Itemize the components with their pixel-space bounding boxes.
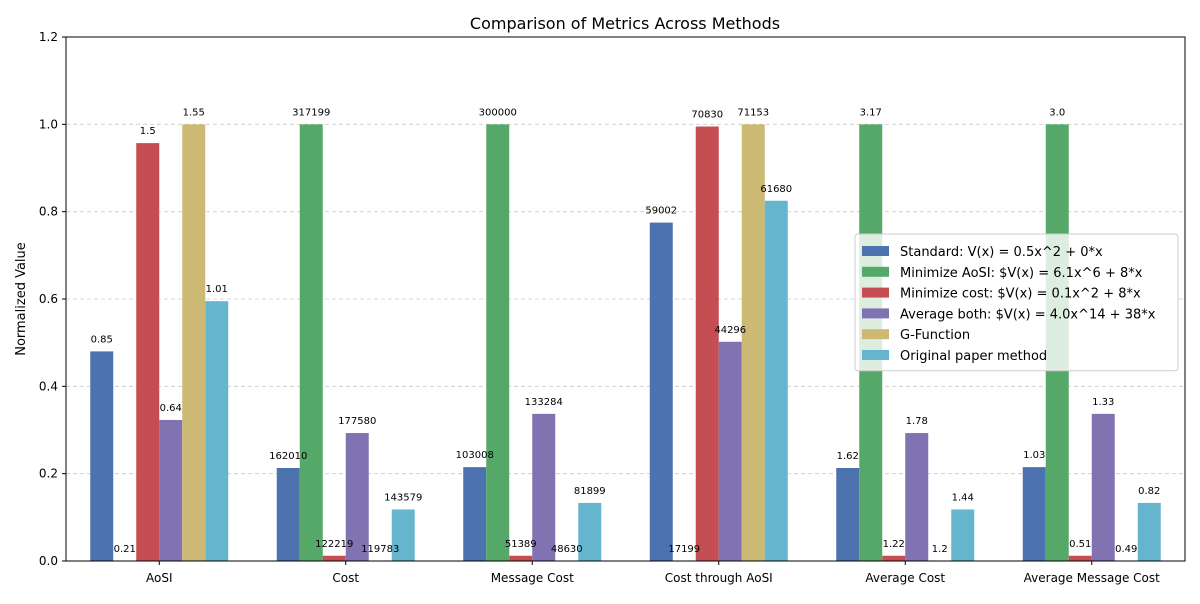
bar <box>836 467 860 561</box>
legend: Standard: V(x) = 0.5x^2 + 0*x Minimize Ao… <box>854 233 1179 372</box>
bar <box>322 555 346 561</box>
bar-value-label: 81899 <box>574 486 606 497</box>
bar-value-label: 162010 <box>269 451 307 462</box>
bar-value-label: 1.2 <box>932 544 948 555</box>
bar <box>1068 555 1092 561</box>
legend-label: Average both: $V(x) = 4.0x^14 + 38*x <box>900 307 1156 322</box>
plot-frame <box>65 36 1186 562</box>
bar <box>276 467 300 561</box>
bar <box>695 126 719 562</box>
legend-label: Minimize AoSI: $V(x) = 6.1x^6 + 8*x <box>900 266 1143 281</box>
x-tick-label: AoSI <box>146 571 173 585</box>
bar <box>532 413 556 561</box>
bar <box>1137 502 1161 561</box>
value-labels: 0.85 0.21 1.5 0.64 1.55 1.01 162010 317199 12221… <box>91 107 1161 555</box>
bar <box>90 351 114 561</box>
y-tick-label: 1.0 <box>39 117 58 131</box>
bar <box>905 433 929 561</box>
bar-value-label: 1.44 <box>952 492 974 503</box>
legend-swatch <box>862 266 889 277</box>
bar-value-label: 1.62 <box>837 451 859 462</box>
bar <box>649 222 673 562</box>
bar-value-label: 122219 <box>315 539 353 550</box>
bar <box>882 555 906 561</box>
bar-value-label: 3.17 <box>860 107 882 118</box>
bar-value-label: 1.5 <box>140 126 156 137</box>
bar-value-label: 0.82 <box>1138 486 1160 497</box>
axes: 0.0 0.2 0.4 0.6 0.8 1.0 1.2 AoSI Cost Message Cos… <box>39 30 1186 585</box>
bar-value-label: 1.78 <box>906 416 928 427</box>
legend-swatch <box>862 329 889 340</box>
bar-value-label: 61680 <box>760 184 792 195</box>
bar <box>718 341 742 561</box>
bar-value-label: 17199 <box>668 544 700 555</box>
bar-value-label: 143579 <box>384 492 422 503</box>
bar-value-label: 1.55 <box>183 107 205 118</box>
y-tick-label: 0.2 <box>39 467 58 481</box>
bar-value-label: 3.0 <box>1049 107 1065 118</box>
x-tick-label: Average Message Cost <box>1024 571 1160 585</box>
bar <box>1091 413 1115 561</box>
bar-value-label: 300000 <box>479 107 517 118</box>
bar <box>391 509 415 561</box>
bar-value-label: 48630 <box>551 544 583 555</box>
x-tick-label: Average Cost <box>865 571 945 585</box>
bars <box>90 124 1161 562</box>
legend-label: G-Function <box>900 328 970 343</box>
bar-value-label: 1.33 <box>1092 397 1114 408</box>
bar <box>345 433 369 561</box>
bar-value-label: 0.85 <box>91 334 113 345</box>
bar-value-label: 317199 <box>292 107 330 118</box>
bar-value-label: 177580 <box>338 416 376 427</box>
bar-value-label: 0.51 <box>1069 539 1091 550</box>
bar <box>486 124 510 561</box>
legend-label: Original paper method <box>900 349 1047 364</box>
y-tick-label: 1.2 <box>39 30 58 44</box>
y-tick-label: 0.6 <box>39 292 58 306</box>
bar <box>159 419 183 561</box>
bar <box>764 200 788 561</box>
legend-swatch <box>862 246 889 256</box>
legend-box <box>854 233 1179 372</box>
bar-value-label: 59002 <box>645 206 677 217</box>
legend-label: Minimize cost: $V(x) = 0.1x^2 + 8*x <box>900 287 1141 302</box>
bar <box>205 301 229 561</box>
bar-value-label: 71153 <box>737 107 769 118</box>
y-tick-label: 0.8 <box>39 205 58 219</box>
chart-title: Comparison of Metrics Across Methods <box>470 14 780 33</box>
x-tick-label: Cost <box>332 571 359 585</box>
bar <box>509 555 533 561</box>
legend-swatch <box>862 287 889 298</box>
bar-value-label: 103008 <box>456 450 494 461</box>
bar-value-label: 1.22 <box>883 539 905 550</box>
bar <box>1022 467 1046 561</box>
bar-value-label: 70830 <box>691 110 723 121</box>
bar <box>299 124 323 561</box>
bar-value-label: 1.01 <box>206 284 228 295</box>
y-tick-label: 0.0 <box>39 554 58 568</box>
bar <box>182 124 206 561</box>
bar <box>578 502 602 561</box>
legend-label: Standard: V(x) = 0.5x^2 + 0*x <box>900 245 1103 260</box>
x-tick-label: Cost through AoSI <box>665 571 773 585</box>
bar <box>463 467 487 561</box>
bar <box>951 509 975 561</box>
bar-value-label: 44296 <box>714 325 746 336</box>
bar-value-label: 51389 <box>505 539 537 550</box>
legend-swatch <box>862 308 889 319</box>
x-tick-label: Message Cost <box>491 571 574 585</box>
bar-value-label: 0.21 <box>114 544 136 555</box>
legend-swatch <box>862 350 889 360</box>
bar-value-label: 1.03 <box>1023 450 1045 461</box>
bar-value-label: 0.49 <box>1115 544 1137 555</box>
bar-value-label: 119783 <box>361 544 399 555</box>
bar <box>136 143 160 562</box>
bar-value-label: 133284 <box>525 397 563 408</box>
bar-value-label: 0.64 <box>160 403 182 414</box>
y-axis-label: Normalized Value <box>14 242 29 356</box>
bar <box>741 124 765 561</box>
y-tick-label: 0.4 <box>39 379 58 393</box>
